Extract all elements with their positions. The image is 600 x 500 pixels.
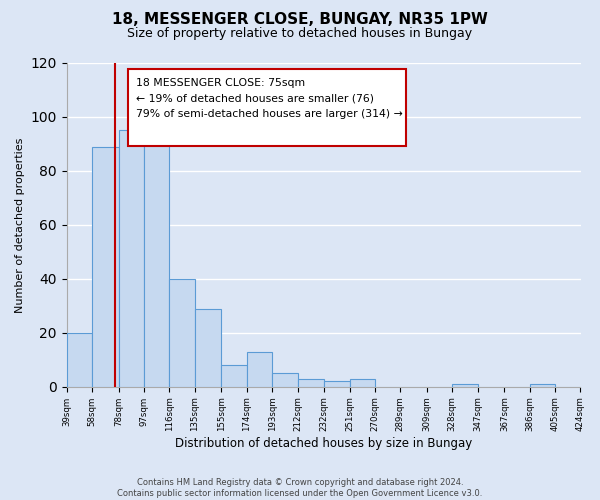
Text: Contains HM Land Registry data © Crown copyright and database right 2024.
Contai: Contains HM Land Registry data © Crown c… [118, 478, 482, 498]
Bar [247, 352, 272, 387]
Bar [272, 374, 298, 387]
Bar [298, 379, 324, 387]
Bar [530, 384, 555, 387]
Text: Size of property relative to detached houses in Bungay: Size of property relative to detached ho… [127, 28, 473, 40]
Bar [452, 384, 478, 387]
FancyBboxPatch shape [128, 70, 406, 146]
Text: 18 MESSENGER CLOSE: 75sqm
← 19% of detached houses are smaller (76)
79% of semi-: 18 MESSENGER CLOSE: 75sqm ← 19% of detac… [136, 78, 403, 119]
Bar [144, 136, 169, 387]
Bar [195, 308, 221, 387]
Bar [324, 382, 350, 387]
Bar [169, 279, 195, 387]
Bar [221, 366, 247, 387]
Bar [92, 146, 119, 387]
Bar [67, 333, 92, 387]
Bar [119, 130, 144, 387]
Y-axis label: Number of detached properties: Number of detached properties [15, 137, 25, 312]
X-axis label: Distribution of detached houses by size in Bungay: Distribution of detached houses by size … [175, 437, 472, 450]
Bar [350, 379, 375, 387]
Text: 18, MESSENGER CLOSE, BUNGAY, NR35 1PW: 18, MESSENGER CLOSE, BUNGAY, NR35 1PW [112, 12, 488, 28]
